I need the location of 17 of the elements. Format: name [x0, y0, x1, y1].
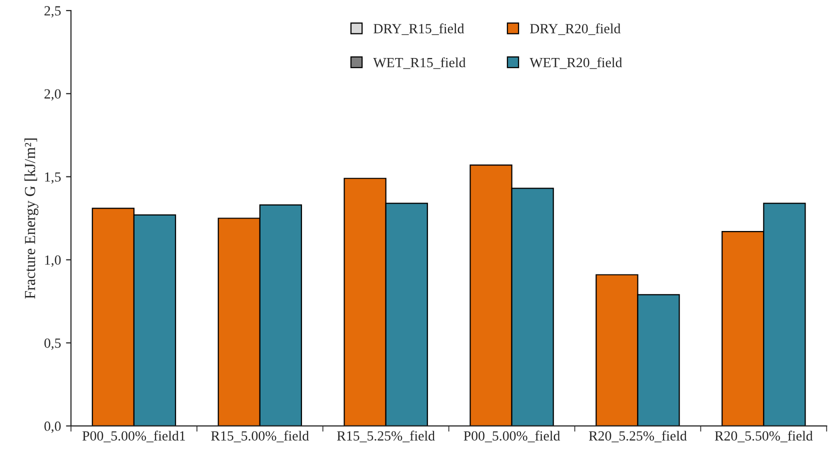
y-tick-label: 1,0: [45, 255, 61, 267]
legend-label: WET_R20_field: [530, 57, 622, 69]
x-tick-label: R20_5.25%_field: [588, 430, 687, 442]
legend-label: DRY_R20_field: [530, 23, 621, 35]
x-tick-label: R20_5.50%_field: [714, 430, 813, 442]
y-tick-label: 0,0: [44, 422, 61, 433]
x-tick-label: P00_5.00%_field1: [82, 430, 185, 442]
y-tick-label: 0,5: [44, 338, 61, 350]
y-tick-label: 2,5: [44, 6, 61, 18]
legend-label: DRY_R15_field: [374, 23, 464, 35]
y-tick-label: 1,5: [45, 172, 61, 184]
y-tick-label: 2,0: [44, 89, 61, 101]
legend-label: WET_R15_field: [373, 57, 466, 69]
x-tick-label: P00_5.00%_field: [464, 430, 560, 442]
x-tick-label: R15_5.00%_field: [211, 430, 309, 442]
x-tick-label: R15_5.25%_field: [337, 430, 435, 442]
y-axis-title: Fracture Energy G [kJ/m²]: [24, 138, 38, 299]
